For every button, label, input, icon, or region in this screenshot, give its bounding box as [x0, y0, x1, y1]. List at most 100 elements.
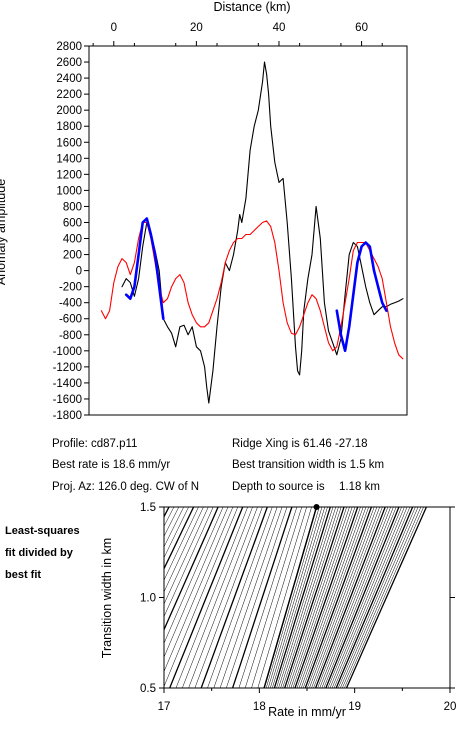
contour-line-right — [329, 507, 405, 688]
contour-line-left — [231, 507, 293, 688]
contour-line-left — [169, 507, 244, 688]
side-note: Least-squares fit divided by best fit — [5, 525, 80, 581]
profile-frame — [88, 45, 408, 416]
profile-y-ticks: 2800260024002200200018001600140012001000… — [53, 41, 89, 422]
profile-xlabel: Distance (km) — [213, 0, 290, 14]
contour-line-left — [194, 507, 263, 688]
contour-line-left — [207, 507, 273, 688]
contour-x-tick-label: 18 — [253, 701, 266, 713]
contour-line-left — [226, 507, 288, 688]
contour-line-right — [270, 507, 326, 688]
contour-x-tick-label: 20 — [444, 701, 457, 713]
best-rate: Best rate is 18.6 mm/yr — [52, 459, 170, 471]
contour-line-left — [164, 507, 204, 593]
contour-line-left — [238, 507, 298, 688]
contour-line-right — [333, 507, 411, 688]
contour-line-left — [164, 507, 184, 548]
contour-y-tick-label: 0.5 — [140, 683, 156, 695]
profile-y-tick-label: 1200 — [56, 169, 82, 181]
contour-line-right — [321, 507, 394, 688]
profile-x-tick-label: 20 — [190, 22, 203, 34]
profile-y-tick-label: -1400 — [53, 378, 82, 390]
contour-line-right — [276, 507, 334, 688]
contour-line-left — [164, 507, 195, 571]
contour-line-left — [164, 507, 189, 559]
contour-line-left — [164, 507, 234, 673]
contour-y-tick-label: 1.5 — [140, 502, 156, 514]
contour-line-right — [317, 507, 389, 688]
contour-line-right — [278, 507, 337, 688]
contour-x-tick-label: 19 — [348, 701, 361, 713]
contour-line-right — [296, 507, 361, 688]
contour-line-right — [273, 507, 331, 688]
contour-line-right — [344, 507, 424, 688]
contour-line-right — [311, 507, 380, 688]
profile-x-tick-label: 60 — [355, 22, 368, 34]
profile-x-ticks: 0 20 40 60 — [92, 22, 383, 46]
contour-xlabel: Rate in mm/yr — [268, 705, 346, 719]
contour-line-left — [244, 507, 303, 688]
contour-line-left — [164, 507, 239, 688]
profile-series — [100, 61, 404, 404]
misfit-contour-plot: 17 18 19 20 1.5 1.0 0.5 Rate in mm/yr Transit… — [100, 502, 457, 719]
contour-line-right — [267, 507, 323, 688]
profile-y-tick-label: 2400 — [56, 73, 82, 85]
profile-y-tick-label: 600 — [63, 217, 82, 229]
profile-y-tick-label: -1800 — [53, 410, 82, 422]
contour-line-right — [327, 507, 402, 688]
contour-line-right — [265, 507, 320, 688]
depth-value: 1.18 km — [339, 481, 380, 493]
profile-ylabel: Anomaly amplitude — [0, 179, 8, 285]
contour-y-tick-label: 1.0 — [140, 593, 156, 605]
fit-window-line-left — [124, 217, 165, 320]
depth-label: Depth to source is — [232, 481, 325, 493]
profile-y-tick-label: -400 — [59, 298, 82, 310]
contour-line-right — [314, 507, 386, 688]
observed-anomaly-line — [121, 61, 404, 404]
side-note-line-1: Least-squares — [5, 525, 80, 537]
profile-y-tick-label: 400 — [63, 234, 82, 246]
contour-line-left — [175, 507, 248, 688]
contour-line-right — [342, 507, 422, 688]
contour-line-right — [340, 507, 419, 688]
contour-line-right — [323, 507, 397, 688]
contour-x-tick-label: 17 — [158, 701, 171, 713]
contour-line-right — [272, 507, 328, 688]
profile-y-tick-label: -600 — [59, 314, 82, 326]
contour-line-right — [288, 507, 350, 688]
fit-window-line-right — [335, 241, 388, 353]
profile-plot: Distance (km) 0 20 40 60 2800 2600 2400 2200 20… — [0, 0, 408, 422]
contour-line-left — [219, 507, 283, 688]
profile-y-tick-label: -1200 — [53, 362, 82, 374]
profile-y-tick-label: -1600 — [53, 394, 82, 406]
info-block: Profile: cd87.p11 Ridge Xing is 61.46 -2… — [52, 438, 384, 493]
contour-line-right — [284, 507, 345, 688]
contour-line-left — [251, 507, 307, 688]
contour-ylabel: Transition width in km — [100, 538, 114, 658]
contour-line-right — [325, 507, 400, 688]
projection-azimuth: Proj. Az: 126.0 deg. CW of N — [52, 481, 199, 493]
contour-line-left — [164, 507, 209, 605]
best-fit-marker — [313, 504, 320, 510]
contour-line-left — [164, 507, 219, 632]
contour-line-right — [300, 507, 367, 688]
model-anomaly-line — [100, 220, 404, 360]
contour-line-left — [164, 507, 224, 644]
contour-line-right — [304, 507, 373, 688]
profile-y-tick-label: 2000 — [56, 105, 82, 117]
contour-line-right — [263, 507, 318, 688]
contour-line-left — [257, 507, 312, 688]
side-note-line-2: fit divided by — [5, 547, 74, 559]
best-transition-width: Best transition width is 1.5 km — [232, 459, 384, 471]
contour-line-right — [302, 507, 369, 688]
profile-y-tick-label: 800 — [63, 201, 82, 213]
contour-line-right — [282, 507, 342, 688]
profile-y-tick-label: 2200 — [56, 89, 82, 101]
contour-line-left — [213, 507, 278, 688]
side-note-line-3: best fit — [5, 569, 41, 581]
profile-y-tick-label: -200 — [59, 282, 82, 294]
contour-line-right — [319, 507, 391, 688]
contour-line-left — [200, 507, 268, 688]
ridge-xing: Ridge Xing is 61.46 -27.18 — [232, 438, 368, 450]
